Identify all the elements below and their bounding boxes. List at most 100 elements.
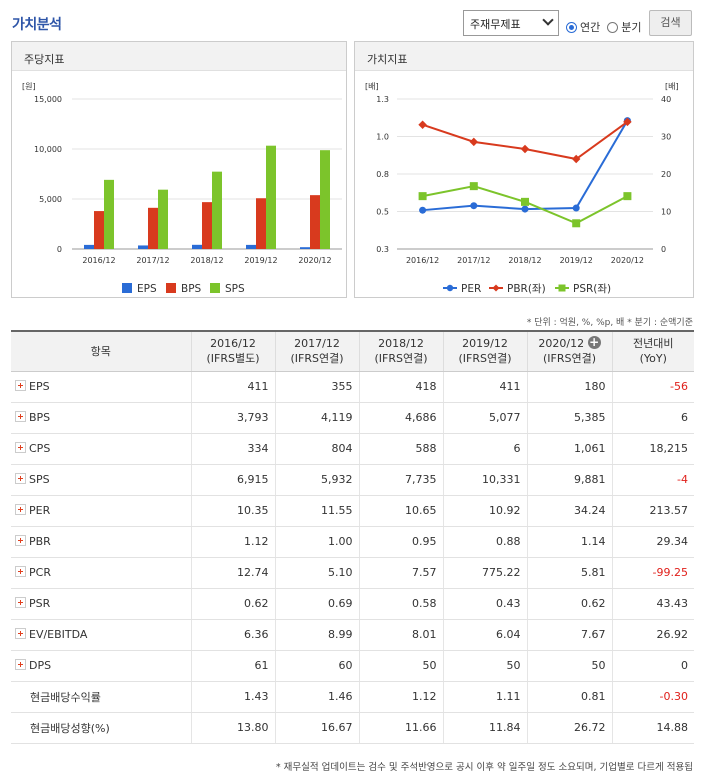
value-cell: 61 (190, 650, 275, 682)
footnote: * 재무실적 업데이트는 검수 및 주석반영으로 공시 이후 약 일주일 정도 … (275, 762, 693, 773)
legend-marker-psr (558, 284, 566, 292)
value-cell: 775.22 (442, 557, 527, 589)
expand-plus-icon[interactable] (15, 566, 26, 577)
statement-select[interactable]: 주재무제표 (463, 10, 559, 36)
search-button[interactable]: 검색 (649, 10, 692, 36)
point-psr (521, 197, 529, 206)
bar-sps (320, 150, 330, 249)
expand-plus-icon[interactable] (15, 442, 26, 453)
bar-y-tick: 15,000 (34, 95, 62, 104)
legend-label-psr: PSR(좌) (573, 283, 611, 295)
value-cell: 1.43 (190, 681, 275, 713)
bar-x-tick: 2016/12 (82, 256, 115, 265)
radio-quarter-label[interactable]: 분기 (621, 21, 642, 34)
row-label: EV/EBITDA (29, 628, 88, 641)
row-label: DPS (29, 659, 52, 672)
value-cell: 0.69 (274, 588, 359, 620)
radio-quarter[interactable] (607, 21, 619, 33)
table-row: EV/EBITDA 6.36 8.99 8.01 6.04 7.67 26.92 (11, 619, 694, 651)
expand-plus-icon[interactable] (15, 535, 26, 546)
unit-note: * 단위 : 억원, %, %p, 배 * 분기 : 순액기준 (526, 318, 693, 328)
row-label-cell[interactable]: BPS (11, 402, 191, 434)
table-row: PCR 12.74 5.10 7.57 775.22 5.81 -99.25 (11, 557, 694, 589)
value-cell: 1,061 (526, 433, 612, 465)
value-cell: 50 (442, 650, 527, 682)
line-x-tick: 2019/12 (560, 256, 593, 265)
row-label-cell[interactable]: PSR (11, 588, 191, 620)
value-cell: 4,686 (358, 402, 443, 434)
line-x-tick: 2016/12 (406, 256, 439, 265)
expand-plus-icon[interactable] (15, 597, 26, 608)
bar-y-tick: 10,000 (34, 145, 62, 154)
point-pbr (469, 137, 479, 147)
row-label-cell[interactable]: PBR (11, 526, 191, 558)
bar-x-tick: 2020/12 (298, 256, 331, 265)
point-per (572, 204, 580, 212)
value-cell: 11.55 (274, 495, 359, 527)
value-cell: 34.24 (526, 495, 612, 527)
yoy-cell: -99.25 (611, 557, 694, 589)
line-left-tick: 0.5 (376, 208, 389, 217)
line-right-tick: 30 (661, 133, 671, 142)
radio-annual-label[interactable]: 연간 (580, 21, 601, 34)
line-left-tick: 1.3 (376, 95, 389, 104)
value-cell: 9,881 (526, 464, 612, 496)
line-left-unit: [배] (365, 82, 379, 91)
value-cell: 1.14 (526, 526, 612, 558)
table-row: 현금배당수익률 1.43 1.46 1.12 1.11 0.81 -0.30 (11, 681, 694, 713)
row-label-cell[interactable]: DPS (11, 650, 191, 682)
column-header: 2019/12 (IFRS연결) (442, 330, 527, 372)
value-cell: 1.11 (442, 681, 527, 713)
column-header-label: 항목 (90, 344, 111, 358)
column-header: 전년대비 (YoY) (611, 330, 694, 372)
table-row: PSR 0.62 0.69 0.58 0.43 0.62 43.43 (11, 588, 694, 620)
per-share-panel: 주당지표 [원] 15,000 10,000 5,000 0 2016/12 2017/12… (11, 41, 347, 298)
legend-label-bps: BPS (181, 283, 202, 295)
row-label-cell[interactable]: EV/EBITDA (11, 619, 191, 651)
value-cell: 7.67 (526, 619, 612, 651)
statement-select-value: 주재무제표 (470, 18, 521, 31)
expand-plus-icon[interactable] (15, 411, 26, 422)
value-cell: 411 (442, 371, 527, 403)
value-cell: 8.01 (358, 619, 443, 651)
column-header-sublabel: (IFRS연결) (542, 352, 597, 366)
row-label: EPS (29, 380, 50, 393)
bar-bps (202, 202, 212, 249)
value-cell: 26.72 (526, 712, 612, 744)
value-cell: 1.12 (358, 681, 443, 713)
expand-plus-icon[interactable] (15, 473, 26, 484)
bar-x-tick: 2018/12 (190, 256, 223, 265)
expand-plus-icon[interactable] (15, 628, 26, 639)
value-cell: 1.12 (190, 526, 275, 558)
bar-eps (192, 244, 202, 249)
valuation-panel-title: 가치지표 (355, 42, 693, 71)
row-label: PCR (29, 566, 51, 579)
expand-plus-icon[interactable]: + (587, 335, 601, 350)
row-label-cell[interactable]: SPS (11, 464, 191, 496)
bar-bps (256, 198, 266, 249)
value-cell: 5.10 (274, 557, 359, 589)
row-label-cell[interactable]: PCR (11, 557, 191, 589)
row-label-cell[interactable]: EPS (11, 371, 191, 403)
expand-plus-icon[interactable] (15, 504, 26, 515)
expand-plus-icon[interactable] (15, 659, 26, 670)
line-x-tick: 2017/12 (457, 256, 490, 265)
value-cell: 4,119 (274, 402, 359, 434)
legend-label-per: PER (461, 283, 481, 295)
row-label-cell[interactable]: PER (11, 495, 191, 527)
value-cell: 0.43 (442, 588, 527, 620)
point-pbr (418, 120, 427, 129)
yoy-cell: -56 (611, 371, 694, 403)
per-share-bar-chart: [원] 15,000 10,000 5,000 0 2016/12 2017/12 2018/… (22, 82, 342, 295)
value-cell: 0.62 (190, 588, 275, 620)
row-label: 현금배당수익률 (30, 690, 101, 704)
value-cell: 0.58 (358, 588, 443, 620)
yoy-cell: -0.30 (611, 681, 694, 713)
yoy-cell: 43.43 (611, 588, 694, 620)
row-label-cell[interactable]: CPS (11, 433, 191, 465)
bar-x-tick: 2017/12 (136, 256, 169, 265)
bar-y-tick: 5,000 (39, 195, 62, 204)
radio-annual[interactable] (566, 21, 577, 33)
table-header-row: 항목 2016/12 (IFRS별도) 2017/12 (IFRS연결) 2018/12(… (11, 330, 694, 372)
expand-plus-icon[interactable] (15, 380, 26, 391)
